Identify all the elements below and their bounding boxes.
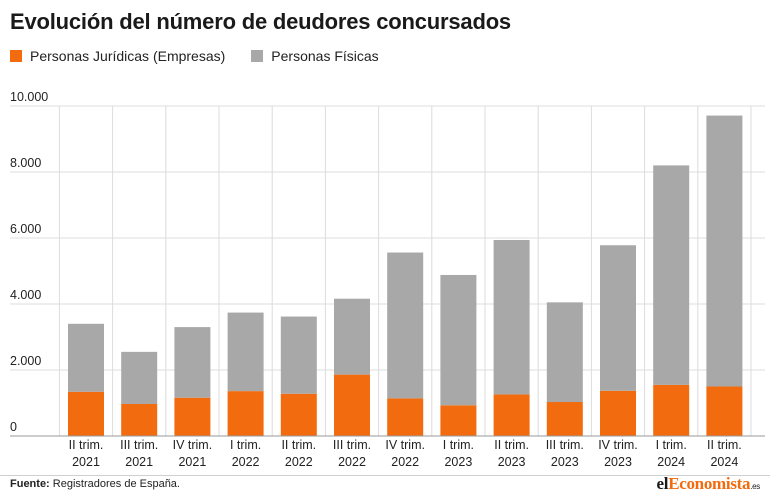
y-tick-label: 4.000 bbox=[10, 288, 41, 302]
x-tick-label-quarter: I trim. bbox=[656, 438, 687, 452]
source-label: Fuente: bbox=[10, 478, 50, 490]
bar-segment-juridicas bbox=[706, 386, 743, 436]
bar-segment-fisicas bbox=[68, 323, 104, 392]
x-tick-label-quarter: II trim. bbox=[69, 438, 104, 452]
x-tick-label-quarter: III trim. bbox=[546, 438, 584, 452]
x-tick-label-quarter: I trim. bbox=[230, 438, 261, 452]
x-tick-label-quarter: I trim. bbox=[443, 438, 474, 452]
legend-label-fisicas: Personas Físicas bbox=[271, 48, 379, 64]
bar-segment-fisicas bbox=[440, 274, 477, 406]
legend-item-fisicas: Personas Físicas bbox=[251, 48, 379, 64]
bar-segment-juridicas bbox=[387, 398, 424, 436]
legend-item-juridicas: Personas Jurídicas (Empresas) bbox=[10, 48, 225, 64]
x-tick-label-quarter: II trim. bbox=[281, 438, 316, 452]
brand-logo: elEconomista.es bbox=[656, 474, 761, 494]
source-note: Fuente: Registradores de España. bbox=[10, 478, 180, 490]
bar-segment-fisicas bbox=[227, 312, 264, 392]
legend-label-juridicas: Personas Jurídicas (Empresas) bbox=[30, 48, 226, 64]
bar-segment-juridicas bbox=[600, 390, 636, 436]
y-tick-label: 0 bbox=[10, 420, 17, 434]
bar-segment-juridicas bbox=[493, 394, 530, 436]
legend: Personas Jurídicas (Empresas) Personas F… bbox=[10, 48, 405, 64]
x-tick-label-quarter: II trim. bbox=[707, 438, 742, 452]
bar-segment-fisicas bbox=[387, 252, 424, 399]
y-tick-label: 8.000 bbox=[10, 156, 41, 170]
x-tick-label-quarter: IV trim. bbox=[598, 438, 638, 452]
bar-segment-fisicas bbox=[546, 302, 583, 403]
brand-part-economista: Economista bbox=[668, 474, 751, 493]
brand-part-el: el bbox=[656, 474, 669, 493]
bar-segment-juridicas bbox=[280, 393, 317, 436]
x-tick-label-year: 2022 bbox=[391, 455, 419, 469]
bar-segment-juridicas bbox=[653, 384, 690, 436]
bar-segment-juridicas bbox=[174, 397, 211, 436]
bar-segment-juridicas bbox=[227, 391, 264, 436]
bar-segment-fisicas bbox=[174, 327, 211, 398]
x-tick-label-year: 2022 bbox=[232, 455, 260, 469]
bar-segment-fisicas bbox=[280, 316, 317, 394]
x-tick-label-year: 2023 bbox=[498, 455, 526, 469]
y-tick-label: 10.000 bbox=[10, 90, 48, 104]
bar-segment-juridicas bbox=[440, 405, 477, 436]
bar-segment-fisicas bbox=[600, 245, 636, 391]
bar-segment-juridicas bbox=[121, 403, 158, 436]
bar-segment-fisicas bbox=[493, 239, 530, 395]
x-tick-label-quarter: IV trim. bbox=[173, 438, 213, 452]
x-tick-label-quarter: III trim. bbox=[333, 438, 371, 452]
x-tick-label-year: 2024 bbox=[657, 455, 685, 469]
legend-swatch-juridicas bbox=[10, 50, 22, 62]
bar-segment-fisicas bbox=[121, 351, 158, 404]
brand-part-suffix: .es bbox=[750, 482, 760, 491]
x-tick-label-year: 2021 bbox=[125, 455, 153, 469]
x-tick-label-year: 2022 bbox=[285, 455, 313, 469]
bar-segment-juridicas bbox=[334, 374, 370, 436]
x-tick-label-year: 2021 bbox=[178, 455, 206, 469]
bar-segment-juridicas bbox=[68, 391, 104, 436]
x-tick-label-year: 2021 bbox=[72, 455, 100, 469]
source-text: Registradores de España. bbox=[52, 478, 180, 490]
chart-title: Evolución del número de deudores concurs… bbox=[10, 9, 511, 34]
x-tick-label-year: 2022 bbox=[338, 455, 366, 469]
legend-swatch-fisicas bbox=[251, 50, 264, 62]
bar-segment-fisicas bbox=[653, 165, 690, 385]
x-tick-label-quarter: IV trim. bbox=[385, 438, 425, 452]
y-tick-label: 2.000 bbox=[10, 354, 41, 368]
x-tick-label-year: 2023 bbox=[604, 455, 632, 469]
footer-divider bbox=[0, 475, 770, 476]
bar-segment-fisicas bbox=[334, 298, 370, 375]
x-tick-label-quarter: II trim. bbox=[494, 438, 529, 452]
x-tick-label-year: 2023 bbox=[551, 455, 579, 469]
bar-segment-juridicas bbox=[546, 402, 583, 436]
x-tick-label-quarter: III trim. bbox=[120, 438, 158, 452]
bar-segment-fisicas bbox=[706, 115, 743, 387]
stacked-bar-chart: 0 2.000 4.000 6.000 8.000 10.000 II trim. 2021 I… bbox=[10, 90, 765, 469]
x-tick-label-year: 2023 bbox=[444, 455, 472, 469]
y-tick-label: 6.000 bbox=[10, 222, 41, 236]
x-tick-label-year: 2024 bbox=[710, 455, 738, 469]
